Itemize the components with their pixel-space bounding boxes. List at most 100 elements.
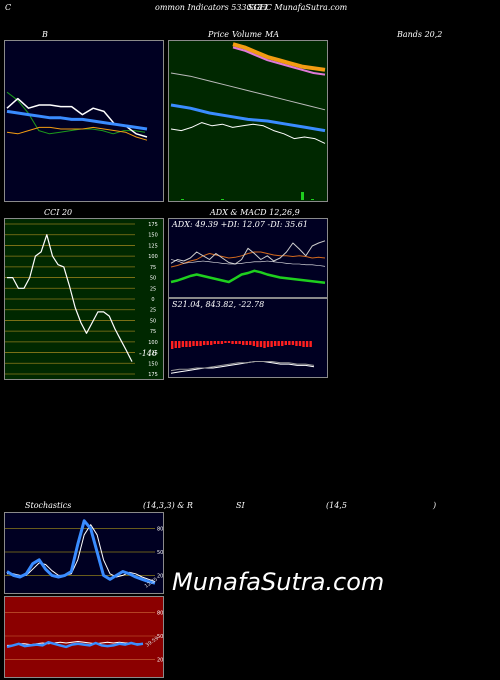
adx-macd-title: ADX & MACD 12,26,9 <box>210 208 300 217</box>
rsi-panel: 80 50 20 39.59 <box>4 596 164 678</box>
stoch-tick-label: 80 <box>157 527 163 533</box>
cci-tick-label: 25 <box>150 308 156 314</box>
adx-panel: ADX: 49.39 +DI: 12.07 -DI: 35.61 <box>168 218 328 298</box>
cci-tick-label: 150 <box>148 233 158 239</box>
adx-line <box>170 269 326 285</box>
macd-histogram-bar <box>185 341 188 347</box>
macd-histogram-bar <box>213 341 216 344</box>
header-left: C <box>5 3 12 12</box>
ma-title-ma: MA <box>265 30 279 39</box>
stoch-params: (14,3,3) & R <box>143 501 193 510</box>
macd-histogram-bar <box>266 341 270 347</box>
rsi-params: (14,5 <box>326 501 347 510</box>
cci-value-label: -146 <box>139 349 157 358</box>
volume-bar <box>311 199 314 200</box>
macd-histogram-bar <box>242 341 245 345</box>
macd-histogram-bar <box>188 341 192 347</box>
cci-tick-label: 25 <box>150 286 156 292</box>
adx-label: ADX: 49.39 +DI: 12.07 -DI: 35.61 <box>172 220 308 229</box>
header-center: ommon Indicators 533033 I <box>155 3 268 12</box>
rsi-title: SI <box>236 501 245 510</box>
macd-histogram-bar <box>245 341 248 345</box>
macd-signal-line <box>170 361 315 372</box>
cci-tick-label: 175 <box>148 222 158 228</box>
rsi-tick-label: 50 <box>157 634 163 640</box>
macd-histogram-bar <box>227 341 231 343</box>
ma-panel <box>168 40 328 202</box>
ma-blue-line <box>170 103 326 133</box>
macd-histogram-bar <box>259 341 263 347</box>
cci-panel: 175 150 125 100 75 50 25 0 25 50 75 100 125 150 175 -1… <box>4 218 164 380</box>
macd-histogram-bar <box>295 341 298 346</box>
stoch-tick-label: 20 <box>157 573 163 579</box>
rsi-tick-label: 20 <box>157 657 163 663</box>
macd-histogram-bar <box>288 341 291 345</box>
stoch-tick-label: 50 <box>157 550 163 556</box>
macd-chart <box>170 341 315 374</box>
macd-histogram-bar <box>281 341 284 346</box>
macd-line <box>170 361 315 374</box>
macd-histogram-bar <box>302 341 305 347</box>
volume-bar <box>221 199 224 200</box>
ma-title-volume: Volume <box>232 30 262 39</box>
stoch-title: Stochastics <box>25 501 72 510</box>
rsi-line <box>6 640 144 649</box>
cci-tick-label: 50 <box>150 276 156 282</box>
cci-tick-label: 0 <box>151 297 154 303</box>
cci-line <box>7 234 133 362</box>
macd-histogram-bar <box>284 341 287 345</box>
adx-chart <box>170 240 326 285</box>
macd-histogram-bar <box>206 341 209 345</box>
macd-histogram-bar <box>217 341 220 344</box>
macd-histogram-bar <box>273 341 277 346</box>
stoch-panel: 80 50 20 12.25 <box>4 512 164 594</box>
cci-title: CCI 20 <box>44 208 73 217</box>
bb-title: B <box>42 30 48 39</box>
bb-chart <box>6 91 148 141</box>
cci-tick-label: 75 <box>150 329 156 335</box>
macd-histogram-bar <box>210 341 213 345</box>
macd-histogram-bar <box>192 341 195 346</box>
macd-histogram-bar <box>234 341 238 344</box>
macd-histogram-bar <box>178 341 181 348</box>
macd-histogram-bar <box>252 341 256 346</box>
ma-title-price: Price <box>208 30 229 39</box>
cci-tick-label: 100 <box>148 254 158 260</box>
cci-tick-label: 175 <box>148 372 158 378</box>
macd-histogram-bar <box>202 341 206 345</box>
macd-histogram-bar <box>220 341 224 344</box>
macd-histogram-bar <box>174 341 177 348</box>
watermark: MunafaSutra.com <box>172 568 385 596</box>
stoch-d-line <box>7 524 156 583</box>
macd-histogram-bar <box>263 341 266 348</box>
macd-panel: S21.04, 843.82, -22.78 <box>168 298 328 378</box>
macd-histogram-bar <box>309 341 312 347</box>
adx-minus-di-line <box>170 240 326 265</box>
cci-tick-label: 125 <box>148 243 158 249</box>
ma-grey-line <box>170 72 326 111</box>
rsi-close: ) <box>433 501 437 510</box>
rsi-tick-label: 80 <box>157 611 163 617</box>
macd-histogram-bar <box>181 341 185 347</box>
adx-plus-di-line <box>170 251 326 268</box>
macd-histogram-bar <box>291 341 295 345</box>
macd-histogram-bar <box>238 341 241 344</box>
macd-histogram-bar <box>305 341 309 347</box>
cci-tick-label: 75 <box>150 265 156 271</box>
header-right: SGEC MunafaSutra.com <box>248 3 348 12</box>
rsi-chart: 80 50 20 39.59 <box>5 611 163 663</box>
macd-histogram-bar <box>249 341 252 345</box>
rsi-value-label: 39.59 <box>145 636 160 649</box>
bb-lower-band-line <box>6 126 148 141</box>
macd-histogram-bar <box>195 341 199 346</box>
cci-tick-label: 150 <box>148 361 158 367</box>
ma-pink-line <box>232 46 326 76</box>
macd-histogram-bar <box>231 341 234 344</box>
bb-middle-line <box>6 109 148 131</box>
macd-histogram-bar <box>171 341 174 349</box>
volume-bar <box>301 192 304 200</box>
bands-title: Bands 20,2 <box>397 30 443 39</box>
macd-histogram-bar <box>298 341 302 346</box>
macd-histogram-bar <box>270 341 273 347</box>
